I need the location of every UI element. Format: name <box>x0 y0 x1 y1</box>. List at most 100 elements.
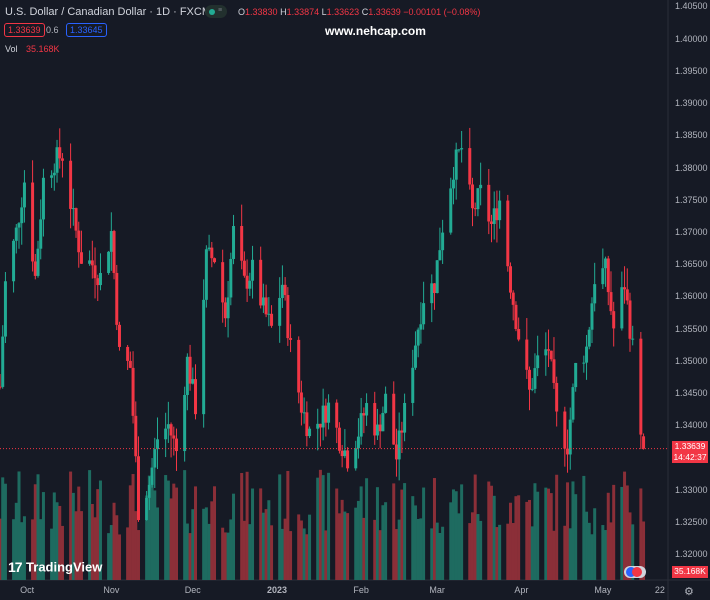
candle-body[interactable] <box>327 402 331 423</box>
candle-body[interactable] <box>297 339 301 393</box>
candle-body[interactable] <box>625 289 629 301</box>
candle-body[interactable] <box>318 423 322 428</box>
candle-body[interactable] <box>552 359 556 383</box>
candle-body[interactable] <box>606 258 610 293</box>
candle-body[interactable] <box>164 428 168 440</box>
candle-body[interactable] <box>394 444 398 460</box>
candle-body[interactable] <box>593 284 597 304</box>
candle-body[interactable] <box>373 403 377 436</box>
candle-body[interactable] <box>109 231 113 252</box>
candle-body[interactable] <box>131 367 135 416</box>
candle-body[interactable] <box>55 147 59 173</box>
candle-body[interactable] <box>568 419 572 455</box>
tradingview-logo[interactable]: 17 TradingView <box>8 558 102 576</box>
candle-body[interactable] <box>36 248 40 276</box>
candle-body[interactable] <box>232 226 236 259</box>
candle-body[interactable] <box>204 249 208 300</box>
candle-body[interactable] <box>280 284 284 298</box>
candle-body[interactable] <box>270 313 274 326</box>
candle-body[interactable] <box>202 299 206 415</box>
candle-body[interactable] <box>90 260 94 266</box>
candle-body[interactable] <box>77 230 81 253</box>
candle-body[interactable] <box>69 160 73 209</box>
candle-body[interactable] <box>210 247 214 259</box>
candle-body[interactable] <box>14 227 18 241</box>
candle-body[interactable] <box>549 350 553 360</box>
candle-body[interactable] <box>98 272 102 286</box>
candle-body[interactable] <box>145 497 149 521</box>
candle-body[interactable] <box>384 393 388 413</box>
candle-body[interactable] <box>33 261 37 276</box>
candle-body[interactable] <box>489 221 493 224</box>
candle-body[interactable] <box>620 287 624 329</box>
candle-body[interactable] <box>530 388 534 390</box>
candle-body[interactable] <box>525 339 529 370</box>
candle-body[interactable] <box>128 360 132 368</box>
candle-body[interactable] <box>435 260 439 293</box>
candle-body[interactable] <box>240 226 244 261</box>
candle-body[interactable] <box>397 430 401 460</box>
candle-body[interactable] <box>31 182 35 262</box>
candle-body[interactable] <box>126 346 130 361</box>
candle-body[interactable] <box>457 149 461 151</box>
symbol-title[interactable]: U.S. Dollar / Canadian Dollar · 1D · FXC… <box>5 6 212 18</box>
candle-body[interactable] <box>514 304 518 329</box>
candle-body[interactable] <box>536 355 540 369</box>
candle-body[interactable] <box>0 386 2 388</box>
candle-body[interactable] <box>41 177 45 220</box>
candle-body[interactable] <box>52 172 56 176</box>
candle-body[interactable] <box>563 411 567 449</box>
candle-body[interactable] <box>356 436 360 449</box>
candle-body[interactable] <box>492 208 496 224</box>
candle-body[interactable] <box>264 297 268 315</box>
candle-body[interactable] <box>321 405 325 428</box>
candle-body[interactable] <box>308 428 312 437</box>
candle-body[interactable] <box>175 438 179 452</box>
candle-body[interactable] <box>74 208 78 231</box>
candle-body[interactable] <box>207 247 211 250</box>
candle-body[interactable] <box>422 303 426 325</box>
candle-body[interactable] <box>223 302 227 319</box>
candle-body[interactable] <box>381 412 385 432</box>
candle-body[interactable] <box>430 283 434 304</box>
candle-body[interactable] <box>136 456 140 521</box>
candle-body[interactable] <box>441 232 445 251</box>
candle-body[interactable] <box>305 412 309 437</box>
candle-body[interactable] <box>194 379 198 415</box>
candle-body[interactable] <box>346 450 350 469</box>
candle-body[interactable] <box>587 329 591 347</box>
candle-body[interactable] <box>400 430 404 433</box>
candle-body[interactable] <box>299 392 303 413</box>
candle-body[interactable] <box>172 435 176 439</box>
candle-body[interactable] <box>378 424 382 432</box>
candle-body[interactable] <box>413 345 417 368</box>
candle-body[interactable] <box>590 303 594 330</box>
candle-body[interactable] <box>183 394 187 452</box>
settings-gear-icon[interactable]: ⚙ <box>684 586 694 598</box>
candle-body[interactable] <box>191 379 195 384</box>
candle-body[interactable] <box>335 402 339 428</box>
candle-body[interactable] <box>60 158 64 161</box>
candle-body[interactable] <box>498 200 502 221</box>
candle-body[interactable] <box>251 259 255 281</box>
candle-body[interactable] <box>392 393 396 445</box>
candle-body[interactable] <box>449 188 453 233</box>
candle-body[interactable] <box>432 283 436 293</box>
candle-body[interactable] <box>278 297 282 326</box>
candle-body[interactable] <box>96 278 100 286</box>
candle-body[interactable] <box>476 188 480 210</box>
candle-body[interactable] <box>473 208 477 210</box>
candle-body[interactable] <box>544 349 548 356</box>
candle-body[interactable] <box>451 179 455 189</box>
candle-body[interactable] <box>628 300 632 339</box>
candle-body[interactable] <box>359 413 363 437</box>
candle-body[interactable] <box>509 266 513 293</box>
candle-body[interactable] <box>12 240 16 282</box>
candle-body[interactable] <box>365 403 369 416</box>
candle-body[interactable] <box>460 148 464 150</box>
candle-body[interactable] <box>289 338 293 340</box>
candle-body[interactable] <box>566 448 570 455</box>
candle-body[interactable] <box>58 147 62 159</box>
candle-body[interactable] <box>631 338 635 340</box>
candle-body[interactable] <box>362 413 366 416</box>
